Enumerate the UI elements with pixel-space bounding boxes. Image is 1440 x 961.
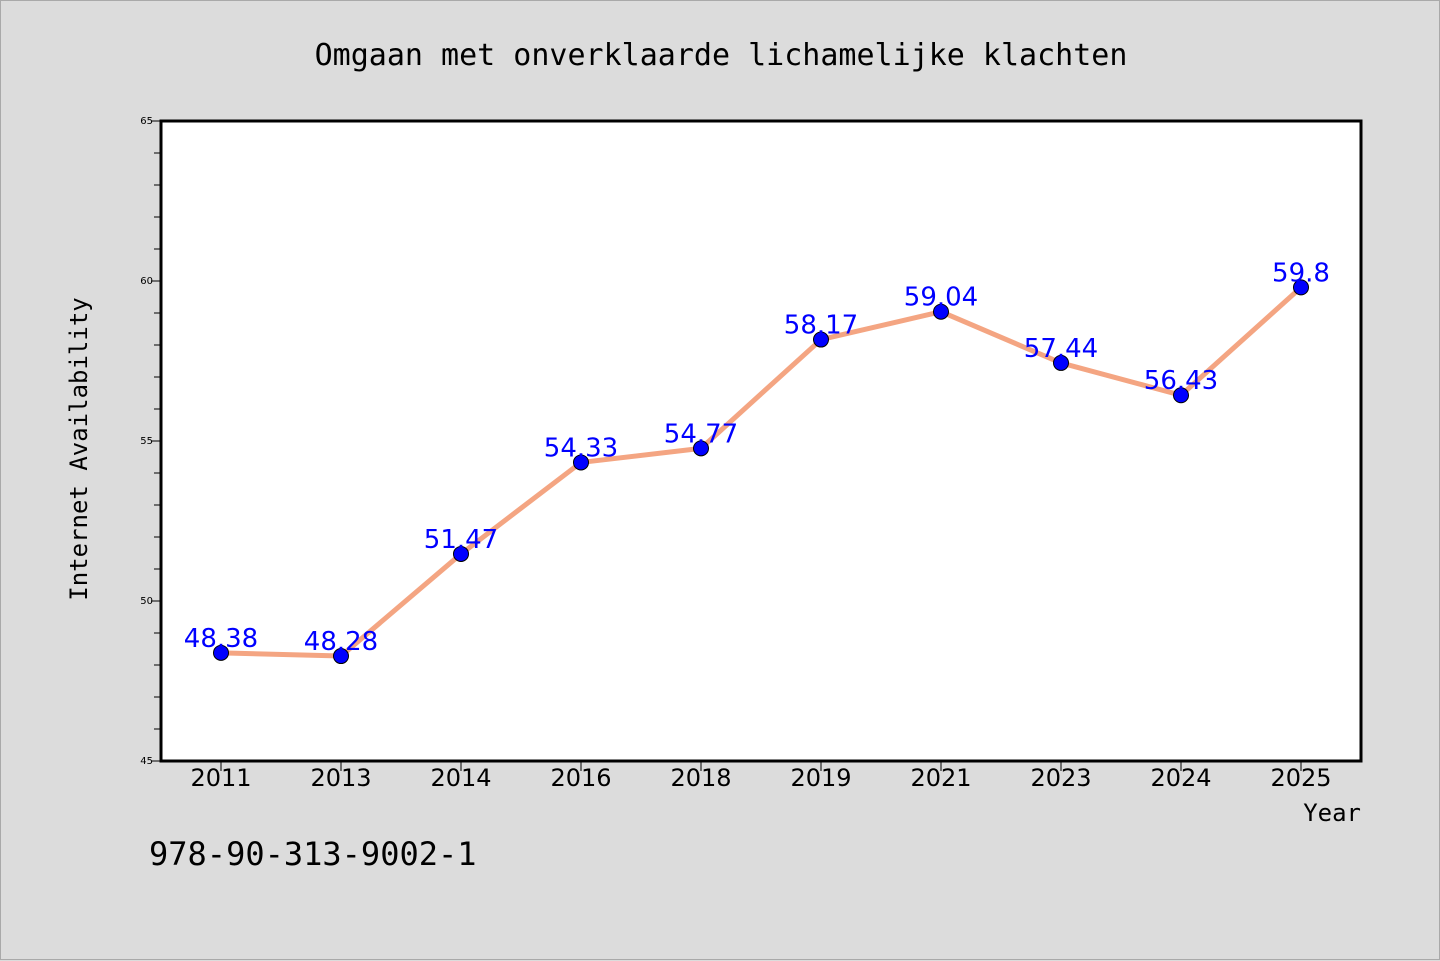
data-label: 48.28 bbox=[304, 627, 378, 657]
y-tick-label: 60 bbox=[140, 276, 153, 287]
y-tick-label: 45 bbox=[140, 756, 153, 767]
data-label: 59.04 bbox=[904, 283, 978, 313]
data-label: 48.38 bbox=[184, 624, 258, 654]
data-point bbox=[333, 648, 349, 665]
x-tick-label: 2013 bbox=[310, 764, 371, 792]
x-tick-label: 2025 bbox=[1270, 764, 1331, 792]
data-point bbox=[693, 440, 709, 457]
y-axis-label: Internet Availability bbox=[65, 297, 93, 600]
data-point bbox=[1293, 279, 1309, 296]
y-axis: 45 50 55 60 65 bbox=[140, 116, 161, 767]
y-tick-label: 65 bbox=[140, 116, 153, 127]
data-label: 54.77 bbox=[664, 419, 738, 449]
x-tick-label: 2024 bbox=[1150, 764, 1211, 792]
data-label: 57.44 bbox=[1024, 334, 1098, 364]
x-tick-label: 2019 bbox=[790, 764, 851, 792]
x-axis-label: Year bbox=[1303, 799, 1361, 827]
data-label: 58.17 bbox=[784, 311, 858, 341]
series-line bbox=[218, 284, 1304, 659]
data-point bbox=[573, 454, 589, 471]
x-axis: 2011 2013 2014 2016 2018 2019 2021 2023 2024 2025 bbox=[190, 761, 1332, 792]
data-point bbox=[933, 303, 949, 320]
x-tick-label: 2011 bbox=[190, 764, 251, 792]
data-point bbox=[1173, 387, 1189, 404]
data-label: 51.47 bbox=[424, 525, 498, 555]
chart-title: Omgaan met onverklaarde lichamelijke kla… bbox=[315, 38, 1128, 73]
data-label: 59.8 bbox=[1272, 258, 1330, 288]
x-tick-label: 2016 bbox=[550, 764, 611, 792]
series-layer: 48.38 48.28 51.47 54.33 54.77 58.17 59.04 57.44… bbox=[184, 258, 1330, 665]
data-point bbox=[453, 545, 469, 562]
x-tick-label: 2018 bbox=[670, 764, 731, 792]
data-point bbox=[213, 644, 229, 661]
plot-border bbox=[159, 119, 1363, 763]
plot-area bbox=[161, 121, 1361, 761]
y-tick-label: 55 bbox=[140, 436, 153, 447]
x-tick-label: 2023 bbox=[1030, 764, 1091, 792]
data-point bbox=[1053, 354, 1069, 371]
data-label: 54.33 bbox=[544, 433, 618, 463]
x-tick-label: 2014 bbox=[430, 764, 491, 792]
y-tick-label: 50 bbox=[140, 596, 153, 607]
data-point bbox=[813, 331, 829, 348]
x-tick-label: 2021 bbox=[910, 764, 971, 792]
isbn-text: 978-90-313-9002-1 bbox=[149, 835, 477, 873]
data-label: 56.43 bbox=[1144, 366, 1218, 396]
